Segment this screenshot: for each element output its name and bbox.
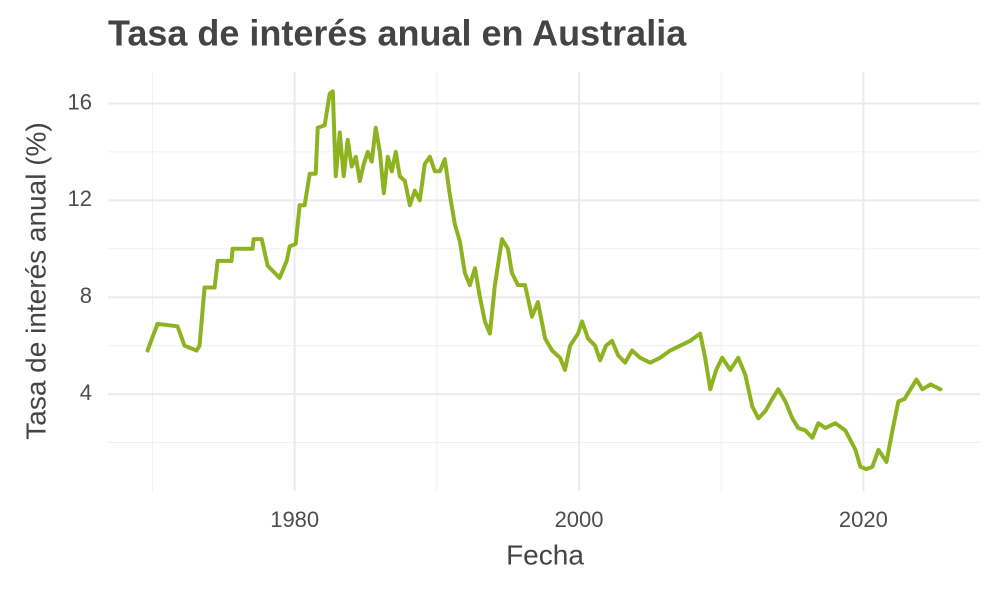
x-axis-label: Fecha <box>506 539 584 570</box>
y-tick-label: 4 <box>80 380 92 405</box>
y-tick-label: 16 <box>68 89 92 114</box>
x-tick-label: 2020 <box>839 507 888 532</box>
x-tick-label: 2000 <box>555 507 604 532</box>
y-axis-label: Tasa de interés anual (%) <box>20 122 51 440</box>
plot <box>145 89 943 472</box>
line <box>145 89 943 472</box>
y-tick-label: 8 <box>80 283 92 308</box>
chart-title: Tasa de interés anual en Australia <box>108 13 687 54</box>
y-tick-label: 12 <box>68 186 92 211</box>
x-tick-label: 1980 <box>270 507 319 532</box>
